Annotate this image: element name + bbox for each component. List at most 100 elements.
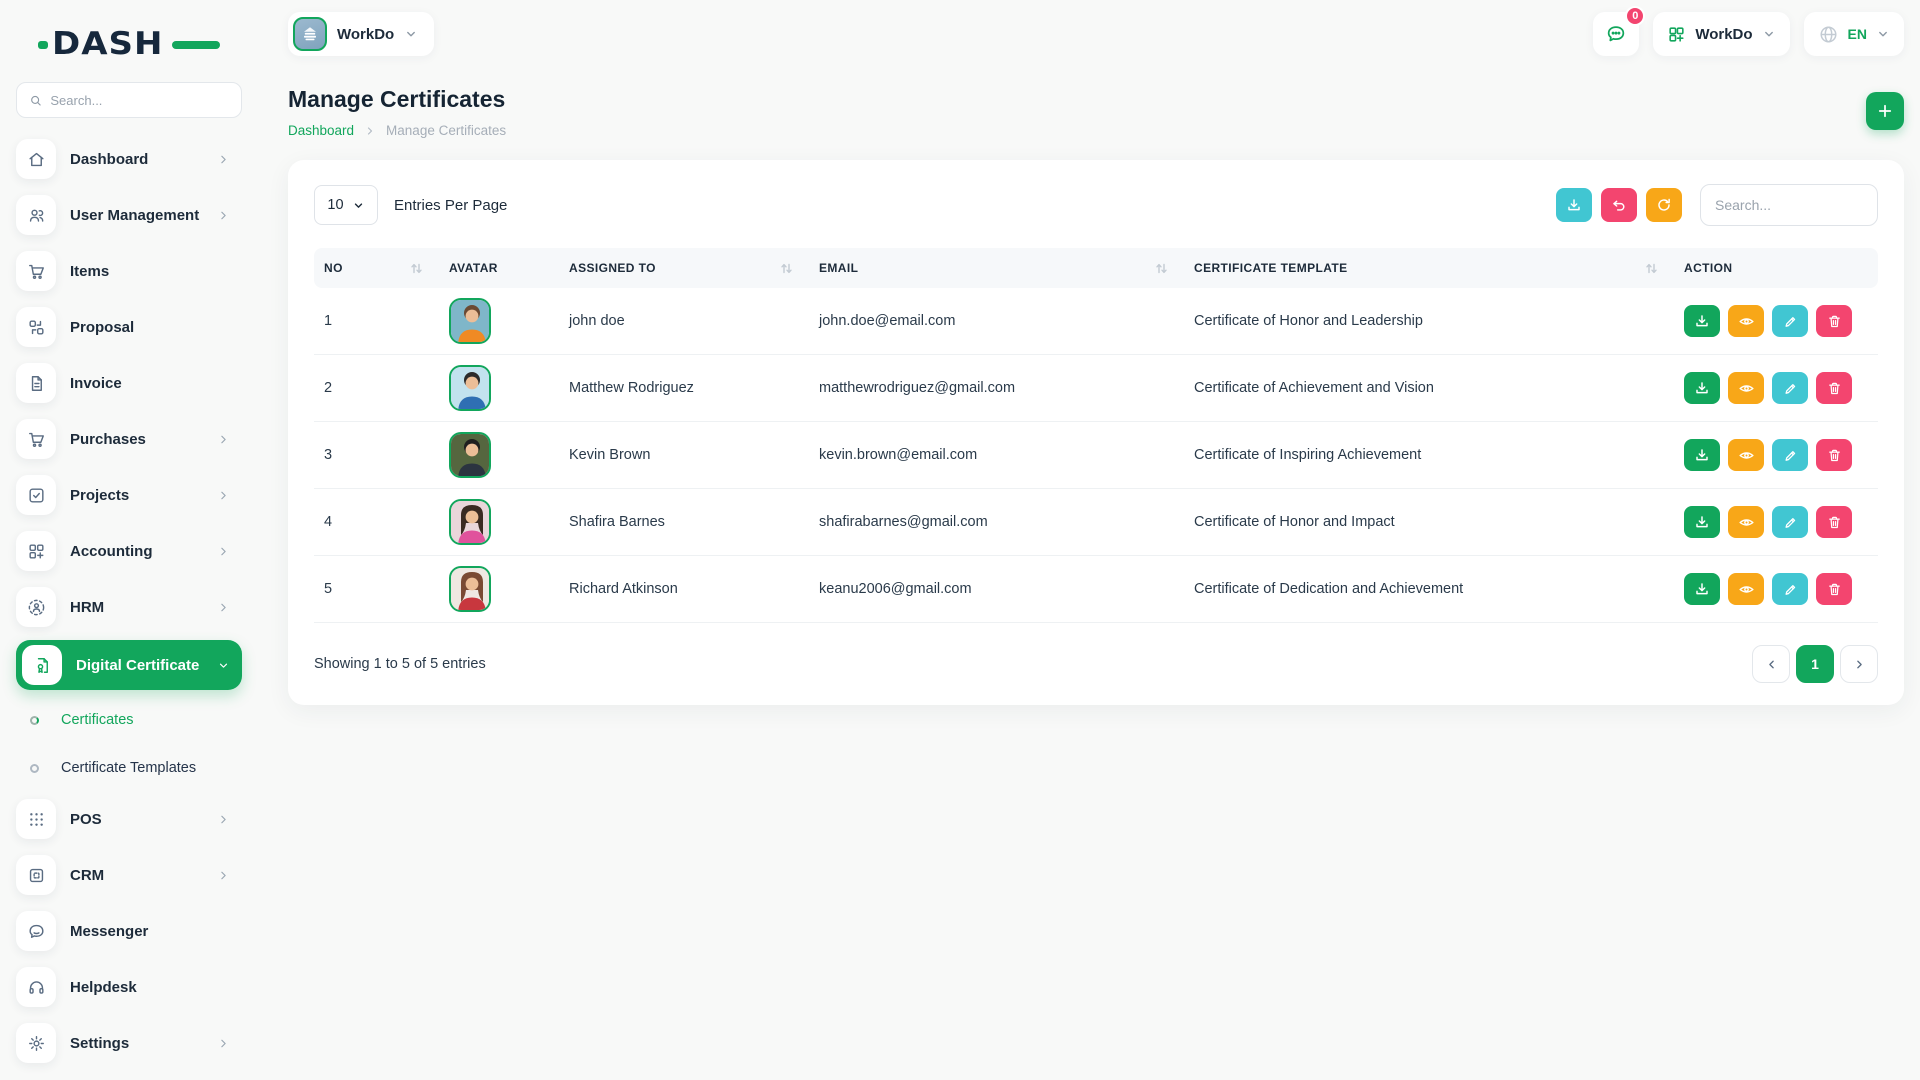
view-row-button[interactable] bbox=[1728, 372, 1764, 404]
sort-icon[interactable] bbox=[1645, 263, 1658, 274]
view-row-button[interactable] bbox=[1728, 305, 1764, 337]
workspace-name: WorkDo bbox=[1695, 25, 1753, 43]
cell-no: 3 bbox=[314, 421, 439, 489]
chevron-right-icon bbox=[367, 126, 373, 135]
sidebar-item-helpdesk[interactable]: Helpdesk bbox=[16, 964, 242, 1010]
chevron-down-icon bbox=[1879, 31, 1887, 37]
sidebar-search[interactable] bbox=[16, 82, 242, 118]
create-certificate-button[interactable] bbox=[1866, 92, 1904, 130]
sidebar-item-crm[interactable]: CRM bbox=[16, 852, 242, 898]
avatar bbox=[449, 432, 491, 478]
sort-icon[interactable] bbox=[780, 263, 793, 274]
sidebar-item-hrm[interactable]: HRM bbox=[16, 584, 242, 630]
table-search-input[interactable] bbox=[1700, 184, 1878, 226]
column-label: CERTIFICATE TEMPLATE bbox=[1194, 261, 1348, 275]
column-header-assigned-to[interactable]: ASSIGNED TO bbox=[559, 248, 809, 288]
chevron-right-icon bbox=[217, 1037, 230, 1050]
sidebar-item-icon bbox=[16, 799, 56, 839]
sidebar-item-digital-certificate[interactable]: Digital Certificate bbox=[16, 640, 242, 690]
sidebar-item-settings[interactable]: Settings bbox=[16, 1020, 242, 1066]
sidebar-item-purchases[interactable]: Purchases bbox=[16, 416, 242, 462]
edit-row-button[interactable] bbox=[1772, 372, 1808, 404]
sidebar-item-pos[interactable]: POS bbox=[16, 796, 242, 842]
showing-entries-text: Showing 1 to 5 of 5 entries bbox=[314, 656, 486, 672]
delete-row-button[interactable] bbox=[1816, 506, 1852, 538]
sort-icon[interactable] bbox=[1155, 263, 1168, 274]
download-row-button[interactable] bbox=[1684, 506, 1720, 538]
view-row-button[interactable] bbox=[1728, 439, 1764, 471]
sidebar-item-proposal[interactable]: Proposal bbox=[16, 304, 242, 350]
chevron-left-icon bbox=[1768, 660, 1774, 668]
chevron-down-icon bbox=[1764, 31, 1773, 37]
search-icon bbox=[31, 95, 41, 106]
sidebar-item-invoice[interactable]: Invoice bbox=[16, 360, 242, 406]
edit-row-button[interactable] bbox=[1772, 439, 1808, 471]
cell-actions bbox=[1674, 421, 1878, 489]
cell-certificate-template: Certificate of Honor and Leadership bbox=[1184, 288, 1674, 355]
dash-logo: DASH bbox=[38, 24, 220, 64]
download-row-button[interactable] bbox=[1684, 305, 1720, 337]
delete-row-button[interactable] bbox=[1816, 305, 1852, 337]
pagination-page-1-button[interactable]: 1 bbox=[1796, 645, 1834, 683]
edit-row-button[interactable] bbox=[1772, 305, 1808, 337]
delete-row-button[interactable] bbox=[1816, 439, 1852, 471]
pagination-next-button[interactable] bbox=[1840, 645, 1878, 683]
chevron-down-icon bbox=[407, 31, 416, 37]
sidebar-item-icon bbox=[16, 475, 56, 515]
undo-button[interactable] bbox=[1601, 188, 1637, 222]
breadcrumb-current: Manage Certificates bbox=[386, 123, 507, 138]
notification-badge: 0 bbox=[1625, 6, 1646, 26]
language-selector[interactable]: EN bbox=[1803, 12, 1904, 56]
view-row-button[interactable] bbox=[1728, 506, 1764, 538]
company-switcher[interactable]: WorkDo bbox=[288, 12, 435, 56]
sidebar-subitem-certificate-templates[interactable]: Certificate Templates bbox=[30, 748, 242, 788]
edit-row-button[interactable] bbox=[1772, 506, 1808, 538]
sort-icon[interactable] bbox=[410, 263, 423, 274]
cell-actions bbox=[1674, 288, 1878, 355]
cell-avatar bbox=[439, 421, 559, 489]
sidebar-item-accounting[interactable]: Accounting bbox=[16, 528, 242, 574]
pagination-prev-button[interactable] bbox=[1752, 645, 1790, 683]
main-content: WorkDo 0 WorkDo EN Manage Certificates D… bbox=[258, 0, 1920, 705]
language-code: EN bbox=[1847, 26, 1867, 42]
column-header-certificate-template[interactable]: CERTIFICATE TEMPLATE bbox=[1184, 248, 1674, 288]
workspace-switcher[interactable]: WorkDo bbox=[1653, 12, 1790, 56]
notifications-button[interactable]: 0 bbox=[1593, 6, 1646, 56]
eye-icon bbox=[1738, 384, 1754, 392]
sidebar-search-input[interactable] bbox=[50, 92, 229, 108]
download-row-button[interactable] bbox=[1684, 439, 1720, 471]
column-header-no[interactable]: NO bbox=[314, 248, 439, 288]
sidebar-item-icon bbox=[16, 307, 56, 347]
cell-actions bbox=[1674, 555, 1878, 623]
cell-email: john.doe@email.com bbox=[809, 288, 1184, 355]
delete-row-button[interactable] bbox=[1816, 372, 1852, 404]
column-header-email[interactable]: EMAIL bbox=[809, 248, 1184, 288]
cell-actions bbox=[1674, 354, 1878, 422]
refresh-button[interactable] bbox=[1646, 188, 1682, 222]
sidebar-item-items[interactable]: Items bbox=[16, 248, 242, 294]
trash-icon bbox=[1828, 315, 1840, 327]
company-avatar bbox=[293, 17, 327, 51]
table-row: 2 Matthew Rodriguez matthewrodriguez@gma… bbox=[314, 354, 1878, 422]
column-label: ACTION bbox=[1684, 261, 1733, 275]
logo-text: DASH bbox=[52, 25, 164, 63]
cell-avatar bbox=[439, 354, 559, 422]
sidebar-item-messenger[interactable]: Messenger bbox=[16, 908, 242, 954]
sidebar-item-user-management[interactable]: User Management bbox=[16, 192, 242, 238]
view-row-button[interactable] bbox=[1728, 573, 1764, 605]
sidebar-item-projects[interactable]: Projects bbox=[16, 472, 242, 518]
sidebar-subitem-certificates[interactable]: Certificates bbox=[30, 700, 242, 740]
sidebar-item-label: Accounting bbox=[70, 542, 153, 560]
sidebar-item-icon bbox=[16, 967, 56, 1007]
delete-row-button[interactable] bbox=[1816, 573, 1852, 605]
export-button[interactable] bbox=[1556, 188, 1592, 222]
column-header-avatar[interactable]: AVATAR bbox=[439, 248, 559, 288]
download-row-button[interactable] bbox=[1684, 573, 1720, 605]
globe-icon bbox=[1820, 25, 1837, 43]
breadcrumb-dashboard-link[interactable]: Dashboard bbox=[288, 123, 355, 138]
download-row-button[interactable] bbox=[1684, 372, 1720, 404]
sidebar-item-dashboard[interactable]: Dashboard bbox=[16, 136, 242, 182]
entries-per-page-select[interactable]: 10 bbox=[314, 185, 378, 225]
column-header-action[interactable]: ACTION bbox=[1674, 248, 1878, 288]
edit-row-button[interactable] bbox=[1772, 573, 1808, 605]
